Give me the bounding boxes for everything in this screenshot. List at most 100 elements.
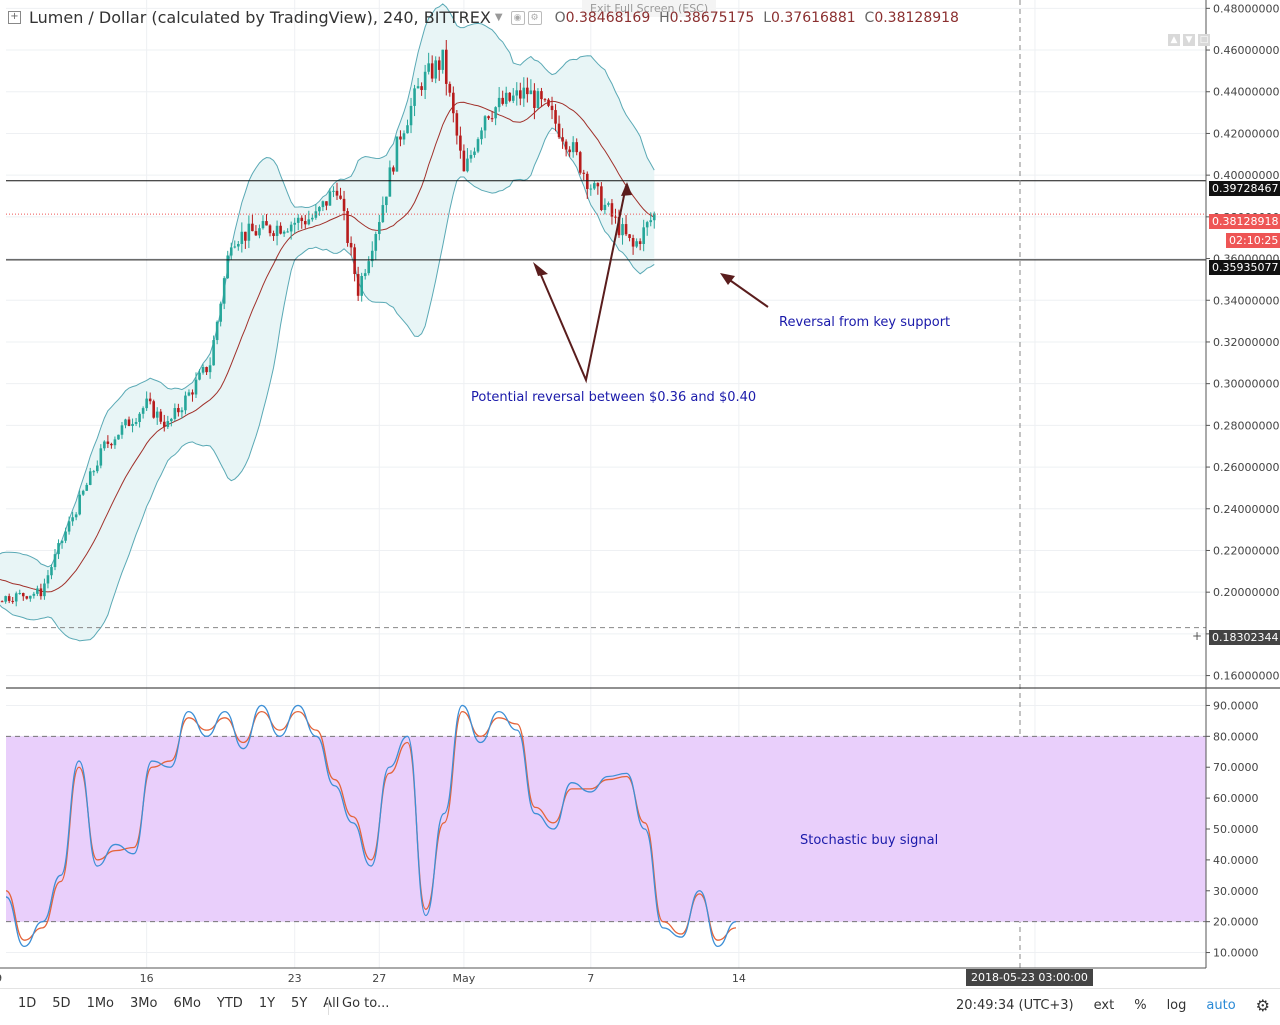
toolbar-divider: [328, 997, 329, 1015]
candle-body: [300, 217, 304, 222]
candle-body: [88, 471, 92, 485]
candle-body: [99, 448, 103, 466]
timeframe-6mo[interactable]: 6Mo: [173, 996, 201, 1011]
symbol-title[interactable]: Lumen / Dollar (calculated by TradingVie…: [29, 8, 491, 27]
candle-body: [628, 234, 631, 239]
annotation-stochastic-signal[interactable]: Stochastic buy signal: [800, 833, 939, 848]
candle-body: [462, 150, 466, 172]
timeframe-5y[interactable]: 5Y: [291, 996, 308, 1011]
candle-body: [473, 151, 476, 155]
candle-body: [550, 105, 554, 111]
resistance-price-tag: 0.39728467: [1209, 181, 1280, 196]
candle-body: [18, 593, 22, 595]
pane-maximize-icon[interactable]: □: [1198, 34, 1210, 46]
candle-body: [441, 49, 445, 70]
candle-body: [617, 216, 621, 236]
add-alert-plus-icon[interactable]: +: [1192, 629, 1203, 643]
candle-body: [50, 567, 53, 576]
arrow-head-right: [621, 182, 632, 196]
candle-body: [578, 152, 582, 173]
ext-hours-button[interactable]: ext: [1093, 998, 1115, 1013]
crosshair-price-tag: 0.18302344: [1209, 630, 1280, 645]
annotation-potential-reversal[interactable]: Potential reversal between $0.36 and $0.…: [471, 390, 757, 405]
stoch-tick-label: 60.0000: [1213, 792, 1259, 805]
candle-body: [198, 372, 201, 380]
candle-body: [466, 158, 469, 172]
clock-readout: 20:49:34 (UTC+3): [956, 998, 1074, 1013]
candle-body: [191, 392, 194, 395]
candle-body: [501, 97, 504, 104]
candle-body: [444, 49, 448, 84]
candle-body: [536, 91, 540, 108]
candle-body: [635, 241, 638, 247]
timeframe-1y[interactable]: 1Y: [258, 996, 276, 1011]
candle-body: [46, 575, 50, 584]
candle-body: [258, 228, 261, 236]
annotation-reversal-support[interactable]: Reversal from key support: [779, 315, 951, 330]
timeframe-ytd[interactable]: YTD: [216, 996, 243, 1011]
candle-body: [67, 521, 71, 532]
gear-icon[interactable]: ⚙: [1255, 996, 1270, 1015]
ohlc-readout: O0.38468169 H0.38675175 L0.37616881 C0.3…: [555, 10, 959, 26]
candle-body: [244, 231, 247, 241]
candle-body: [307, 219, 311, 225]
stoch-tick-label: 20.0000: [1213, 916, 1259, 929]
timeframe-1d[interactable]: 1D: [18, 996, 37, 1011]
candle-body: [78, 494, 81, 515]
price-tick-label: 0.34000000: [1213, 294, 1279, 307]
timeframe-1mo[interactable]: 1Mo: [86, 996, 115, 1011]
candle-body: [540, 91, 543, 100]
candle-body: [166, 421, 170, 427]
high-value: 0.38675175: [669, 9, 755, 26]
exit-fullscreen-tooltip[interactable]: Exit Full Screen (ESC): [582, 0, 717, 17]
timeframe-3mo[interactable]: 3Mo: [130, 996, 158, 1011]
chart-header: + Lumen / Dollar (calculated by TradingV…: [8, 8, 959, 27]
price-tick-label: 0.28000000: [1213, 419, 1279, 432]
candle-body: [554, 110, 557, 124]
candle-body: [311, 217, 314, 220]
candle-body: [162, 421, 166, 427]
timeframe-buttons: 1D 5D 1Mo 3Mo 6Mo YTD 1Y 5Y All: [10, 996, 347, 1011]
close-label: C: [864, 9, 875, 26]
candle-body: [409, 105, 413, 126]
candle-body: [533, 90, 536, 108]
time-tick-label: May: [453, 972, 476, 985]
candle-body: [237, 243, 240, 247]
time-tick-label: 7: [587, 972, 594, 985]
goto-date-button[interactable]: Go to...: [342, 996, 390, 1011]
timeframe-all[interactable]: All: [323, 996, 340, 1011]
candle-body: [226, 255, 230, 279]
candle-body: [600, 186, 603, 210]
percent-scale-button[interactable]: %: [1134, 998, 1147, 1013]
stoch-tick-label: 50.0000: [1213, 823, 1259, 836]
candle-body: [631, 238, 635, 247]
settings-icon[interactable]: ⚙: [527, 10, 542, 25]
pane-up-icon[interactable]: ▲: [1168, 34, 1180, 46]
time-tick-label: 27: [372, 972, 386, 985]
chevron-down-icon[interactable]: ▼: [494, 12, 503, 23]
compare-plus-icon[interactable]: +: [8, 11, 21, 24]
candle-body: [416, 86, 420, 89]
open-value: 0.38468169: [565, 9, 651, 26]
candle-body: [494, 107, 497, 119]
candle-body: [353, 247, 356, 275]
candle-body: [194, 379, 198, 395]
log-scale-button[interactable]: log: [1166, 998, 1187, 1013]
pane-down-icon[interactable]: ▼: [1183, 34, 1195, 46]
candle-body: [275, 225, 279, 237]
candle-body: [265, 221, 268, 226]
candle-body: [603, 204, 607, 210]
pane-controls: ▲ ▼ □: [1168, 34, 1210, 46]
candle-body: [645, 222, 649, 228]
timeframe-5d[interactable]: 5D: [52, 996, 71, 1011]
candle-body: [120, 425, 124, 435]
bollinger-band-fill: [0, 3, 655, 641]
auto-scale-button[interactable]: auto: [1206, 998, 1236, 1013]
candle-body: [455, 113, 459, 136]
candle-body: [402, 133, 406, 140]
eye-icon[interactable]: ◉: [510, 10, 525, 25]
candle-body: [11, 600, 14, 602]
close-value: 0.38128918: [874, 9, 959, 26]
candle-body: [184, 395, 187, 411]
